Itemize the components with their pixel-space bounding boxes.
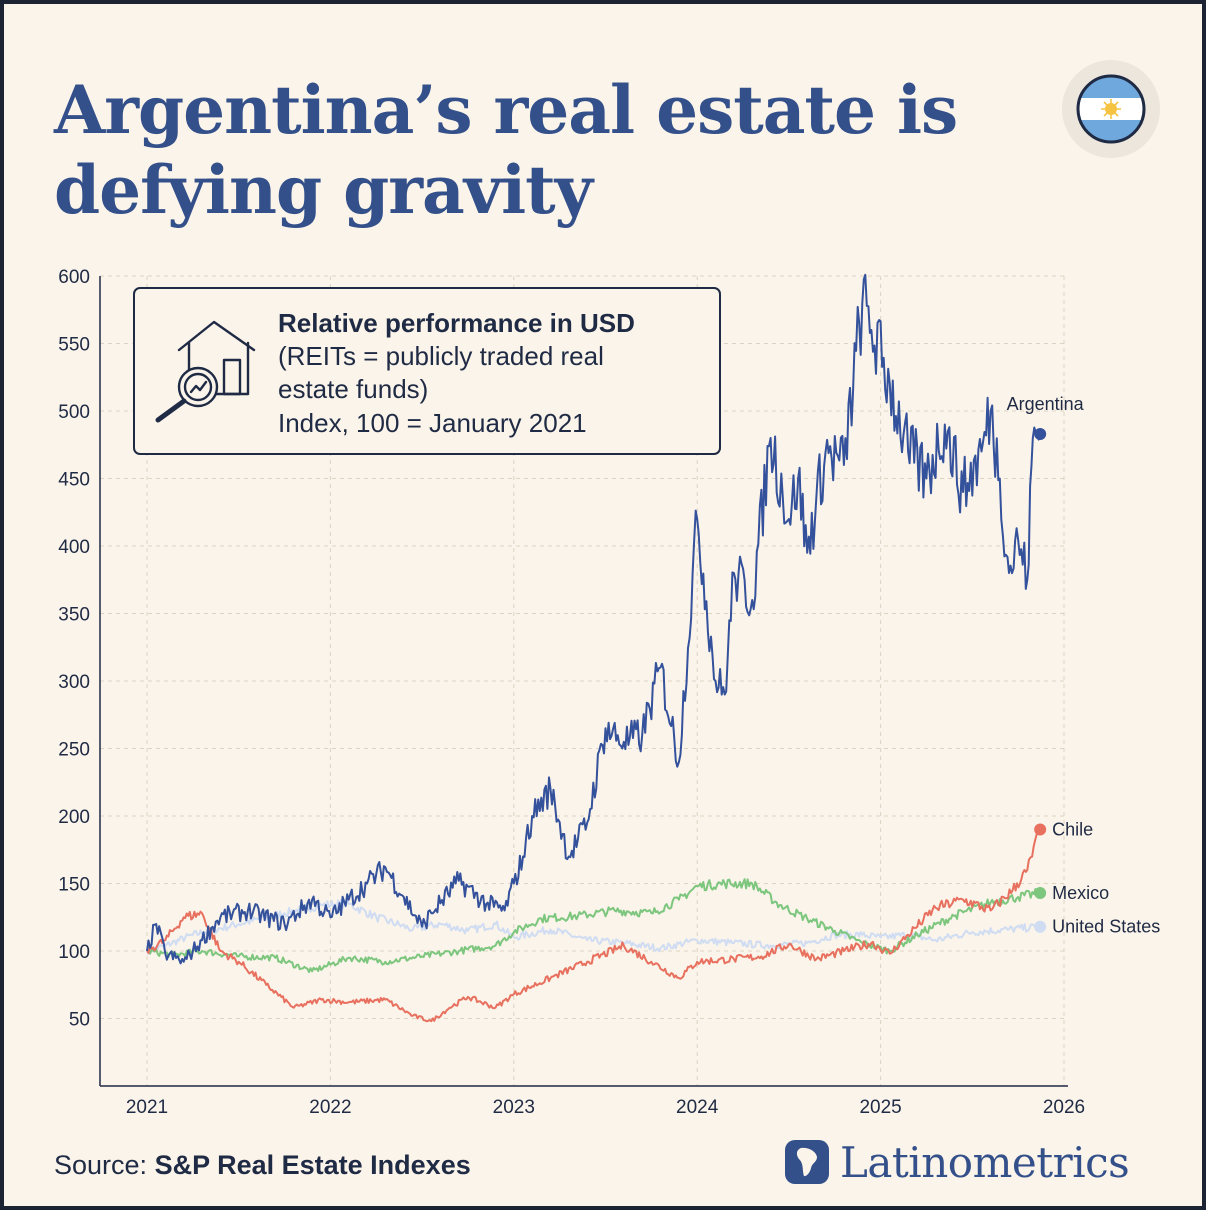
series-label-chile: Chile <box>1052 820 1093 840</box>
series-line-united_states <box>146 898 1041 955</box>
series-endpoint-argentina <box>1034 427 1047 440</box>
line-chart: 50 100 150 200 250 300 350 400 450 500 550 600 2021… <box>58 267 1161 1118</box>
series-line-chile <box>146 829 1042 1023</box>
x-tick-labels: 2021 2022 2023 2024 2025 2026 <box>126 1097 1085 1118</box>
series-label-argentina: Argentina <box>1007 394 1085 414</box>
annotation-line-3: Index, 100 = January 2021 <box>278 408 587 438</box>
latinometrics-logo-icon <box>785 1140 829 1184</box>
annotation-border <box>133 287 721 455</box>
x-tick-label: 2021 <box>126 1097 168 1118</box>
series-endpoint-mexico <box>1034 886 1047 899</box>
x-tick-label: 2023 <box>493 1097 535 1118</box>
y-tick-label: 550 <box>58 335 90 356</box>
y-tick-label: 100 <box>58 942 90 963</box>
chart-axes <box>99 276 1068 1087</box>
y-tick-label: 150 <box>58 875 90 896</box>
x-tick-label: 2026 <box>1043 1097 1085 1118</box>
annotation-box: Relative performance in USD (REITs = pub… <box>133 287 721 455</box>
x-tick-label: 2025 <box>859 1097 901 1118</box>
y-tick-label: 400 <box>58 537 90 558</box>
series-line-argentina <box>146 273 1042 965</box>
y-tick-label: 300 <box>58 672 90 693</box>
page-title: Argentina’s real estate is defying gravi… <box>54 71 958 229</box>
y-tick-label: 50 <box>69 1010 90 1031</box>
y-tick-label: 500 <box>58 402 90 423</box>
source-note: Source: S&P Real Estate Indexes <box>54 1150 471 1181</box>
source-value: S&P Real Estate Indexes <box>154 1150 471 1180</box>
series-endpoint-united_states <box>1034 920 1047 933</box>
annotation-line-1: (REITs = publicly traded real <box>278 341 604 371</box>
brand-logo: Latinometrics <box>784 1132 1130 1192</box>
source-label: Source: <box>54 1150 148 1180</box>
x-tick-label: 2022 <box>309 1097 351 1118</box>
series-line-mexico <box>146 878 1042 974</box>
x-tick-label: 2024 <box>676 1097 719 1118</box>
series-lines <box>146 273 1047 1023</box>
y-tick-labels: 50 100 150 200 250 300 350 400 450 500 550 600 <box>58 267 90 1031</box>
y-tick-label: 350 <box>58 605 90 626</box>
y-tick-label: 600 <box>58 267 90 288</box>
house-magnifier-chart-icon <box>155 320 256 423</box>
infographic-frame: Argentina’s real estate is defying gravi… <box>4 4 1202 1206</box>
series-labels: United States Mexico Chile Argentina <box>1007 394 1161 937</box>
argentina-flag-icon <box>1076 74 1146 144</box>
brand-name: Latinometrics <box>840 1137 1130 1187</box>
y-tick-label: 250 <box>58 740 90 761</box>
y-tick-label: 450 <box>58 470 90 491</box>
y-tick-label: 200 <box>58 807 90 828</box>
series-label-mexico: Mexico <box>1052 883 1109 903</box>
flag-badge <box>1062 60 1160 158</box>
annotation-title: Relative performance in USD <box>278 308 635 338</box>
series-endpoint-chile <box>1034 823 1047 836</box>
annotation-line-2: estate funds) <box>278 374 428 404</box>
series-label-united_states: United States <box>1052 917 1160 937</box>
